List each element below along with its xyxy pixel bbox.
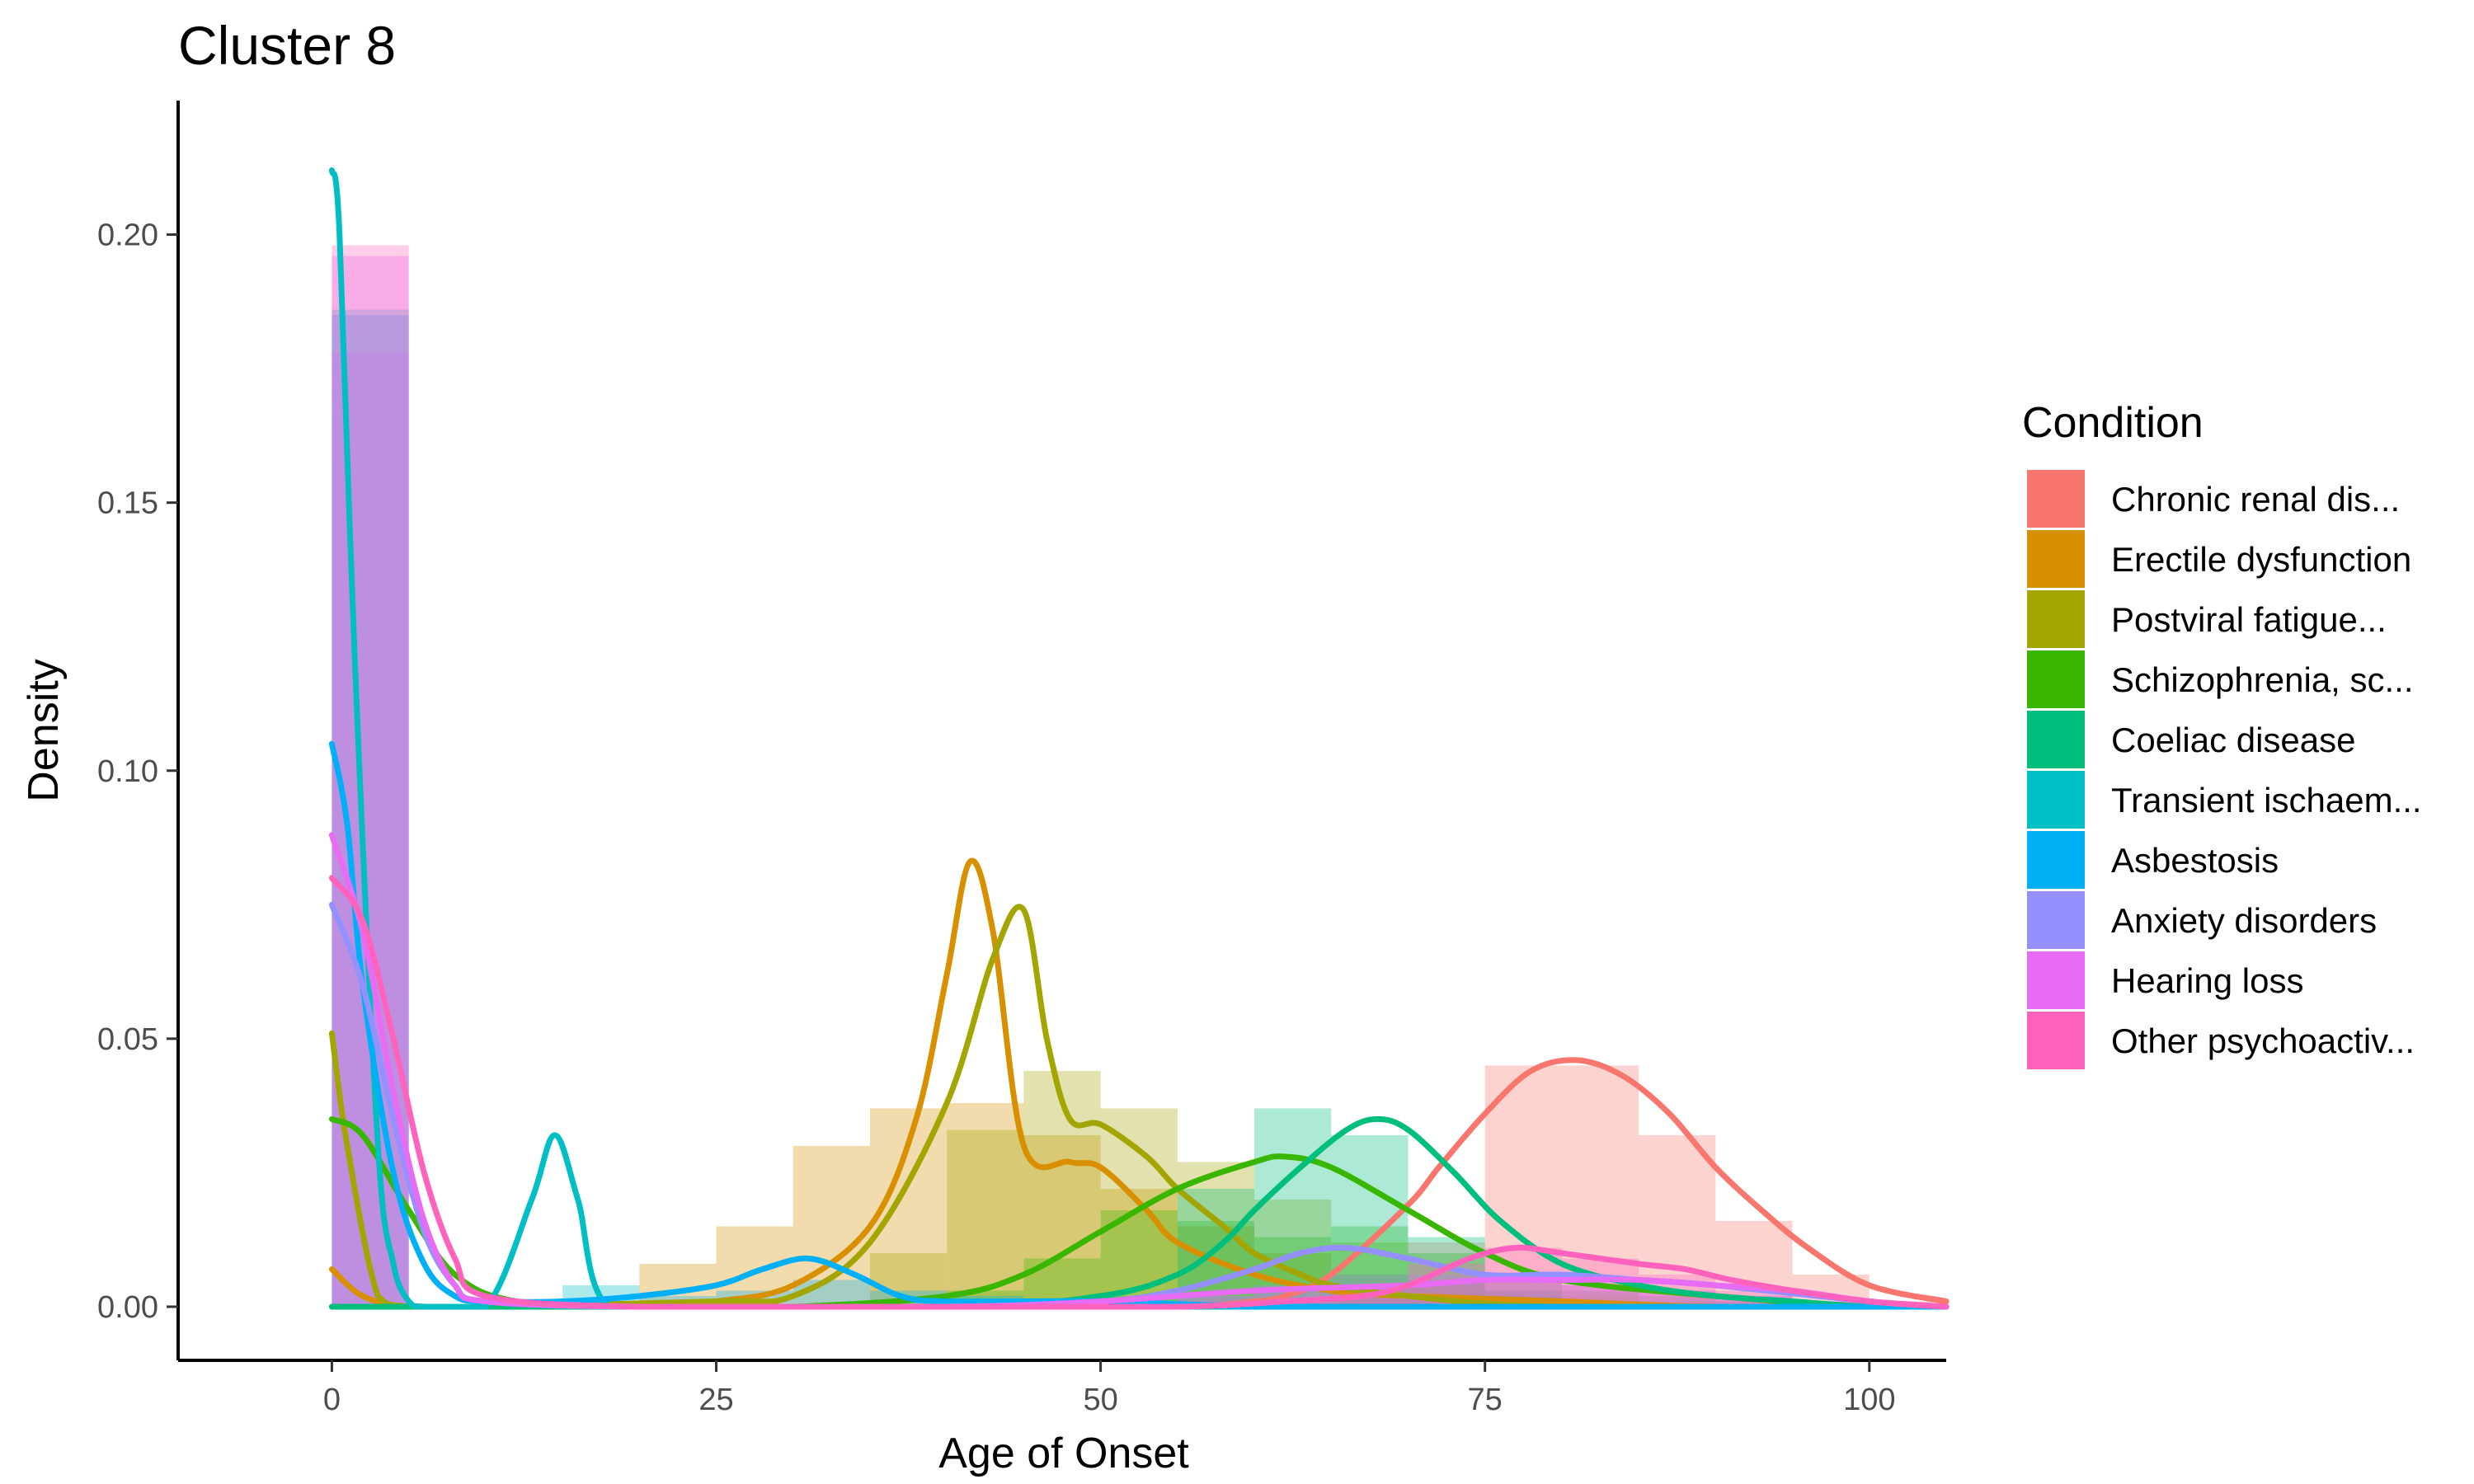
y-tick-label-3: 0.15 [97,486,158,521]
y-tick-label-1: 0.05 [97,1022,158,1057]
x-tick-label-4: 100 [1843,1383,1895,1417]
legend-label-6: Asbestosis [2111,841,2279,880]
density-lines-layer [328,167,1950,1310]
histogram-bar-1-8 [947,1102,1024,1307]
x-axis-title: Age of Onset [938,1430,1189,1477]
legend-label-9: Other psychoactiv... [2111,1021,2415,1060]
histogram-bar-0-15 [1484,1065,1562,1307]
legend-label-1: Erectile dysfunction [2111,540,2411,579]
legend-label-5: Transient ischaem... [2111,781,2422,819]
y-tick-label-0: 0.00 [97,1290,158,1325]
ticks-layer: 0 25 50 75 100 0.00 0.05 0.10 0.15 0.20 [97,218,1895,1417]
x-tick-label-2: 50 [1083,1383,1117,1417]
x-tick-label-3: 75 [1468,1383,1503,1417]
legend-label-8: Hearing loss [2111,961,2303,1000]
legend-label-3: Schizophrenia, sc... [2111,660,2414,699]
y-tick-label-2: 0.10 [97,754,158,789]
chart-title: Cluster 8 [178,15,396,76]
density-line-9 [328,875,1950,1310]
legend-title: Condition [2022,399,2204,447]
density-line-6 [328,740,1950,1310]
axes-layer [176,101,1946,1362]
legend-label-0: Chronic renal dis... [2111,480,2400,519]
y-tick-label-4: 0.20 [97,218,158,253]
legend-label-7: Anxiety disorders [2111,901,2377,940]
x-tick-label-1: 25 [698,1383,733,1417]
legend: Condition Chronic renal dis... Erectile d… [2022,399,2422,1069]
y-axis-title: Density [20,659,68,801]
legend-label-4: Coeliac disease [2111,721,2356,759]
density-line-8 [328,832,1950,1310]
legend-label-2: Postviral fatigue... [2111,600,2387,639]
x-tick-label-0: 0 [323,1383,341,1417]
